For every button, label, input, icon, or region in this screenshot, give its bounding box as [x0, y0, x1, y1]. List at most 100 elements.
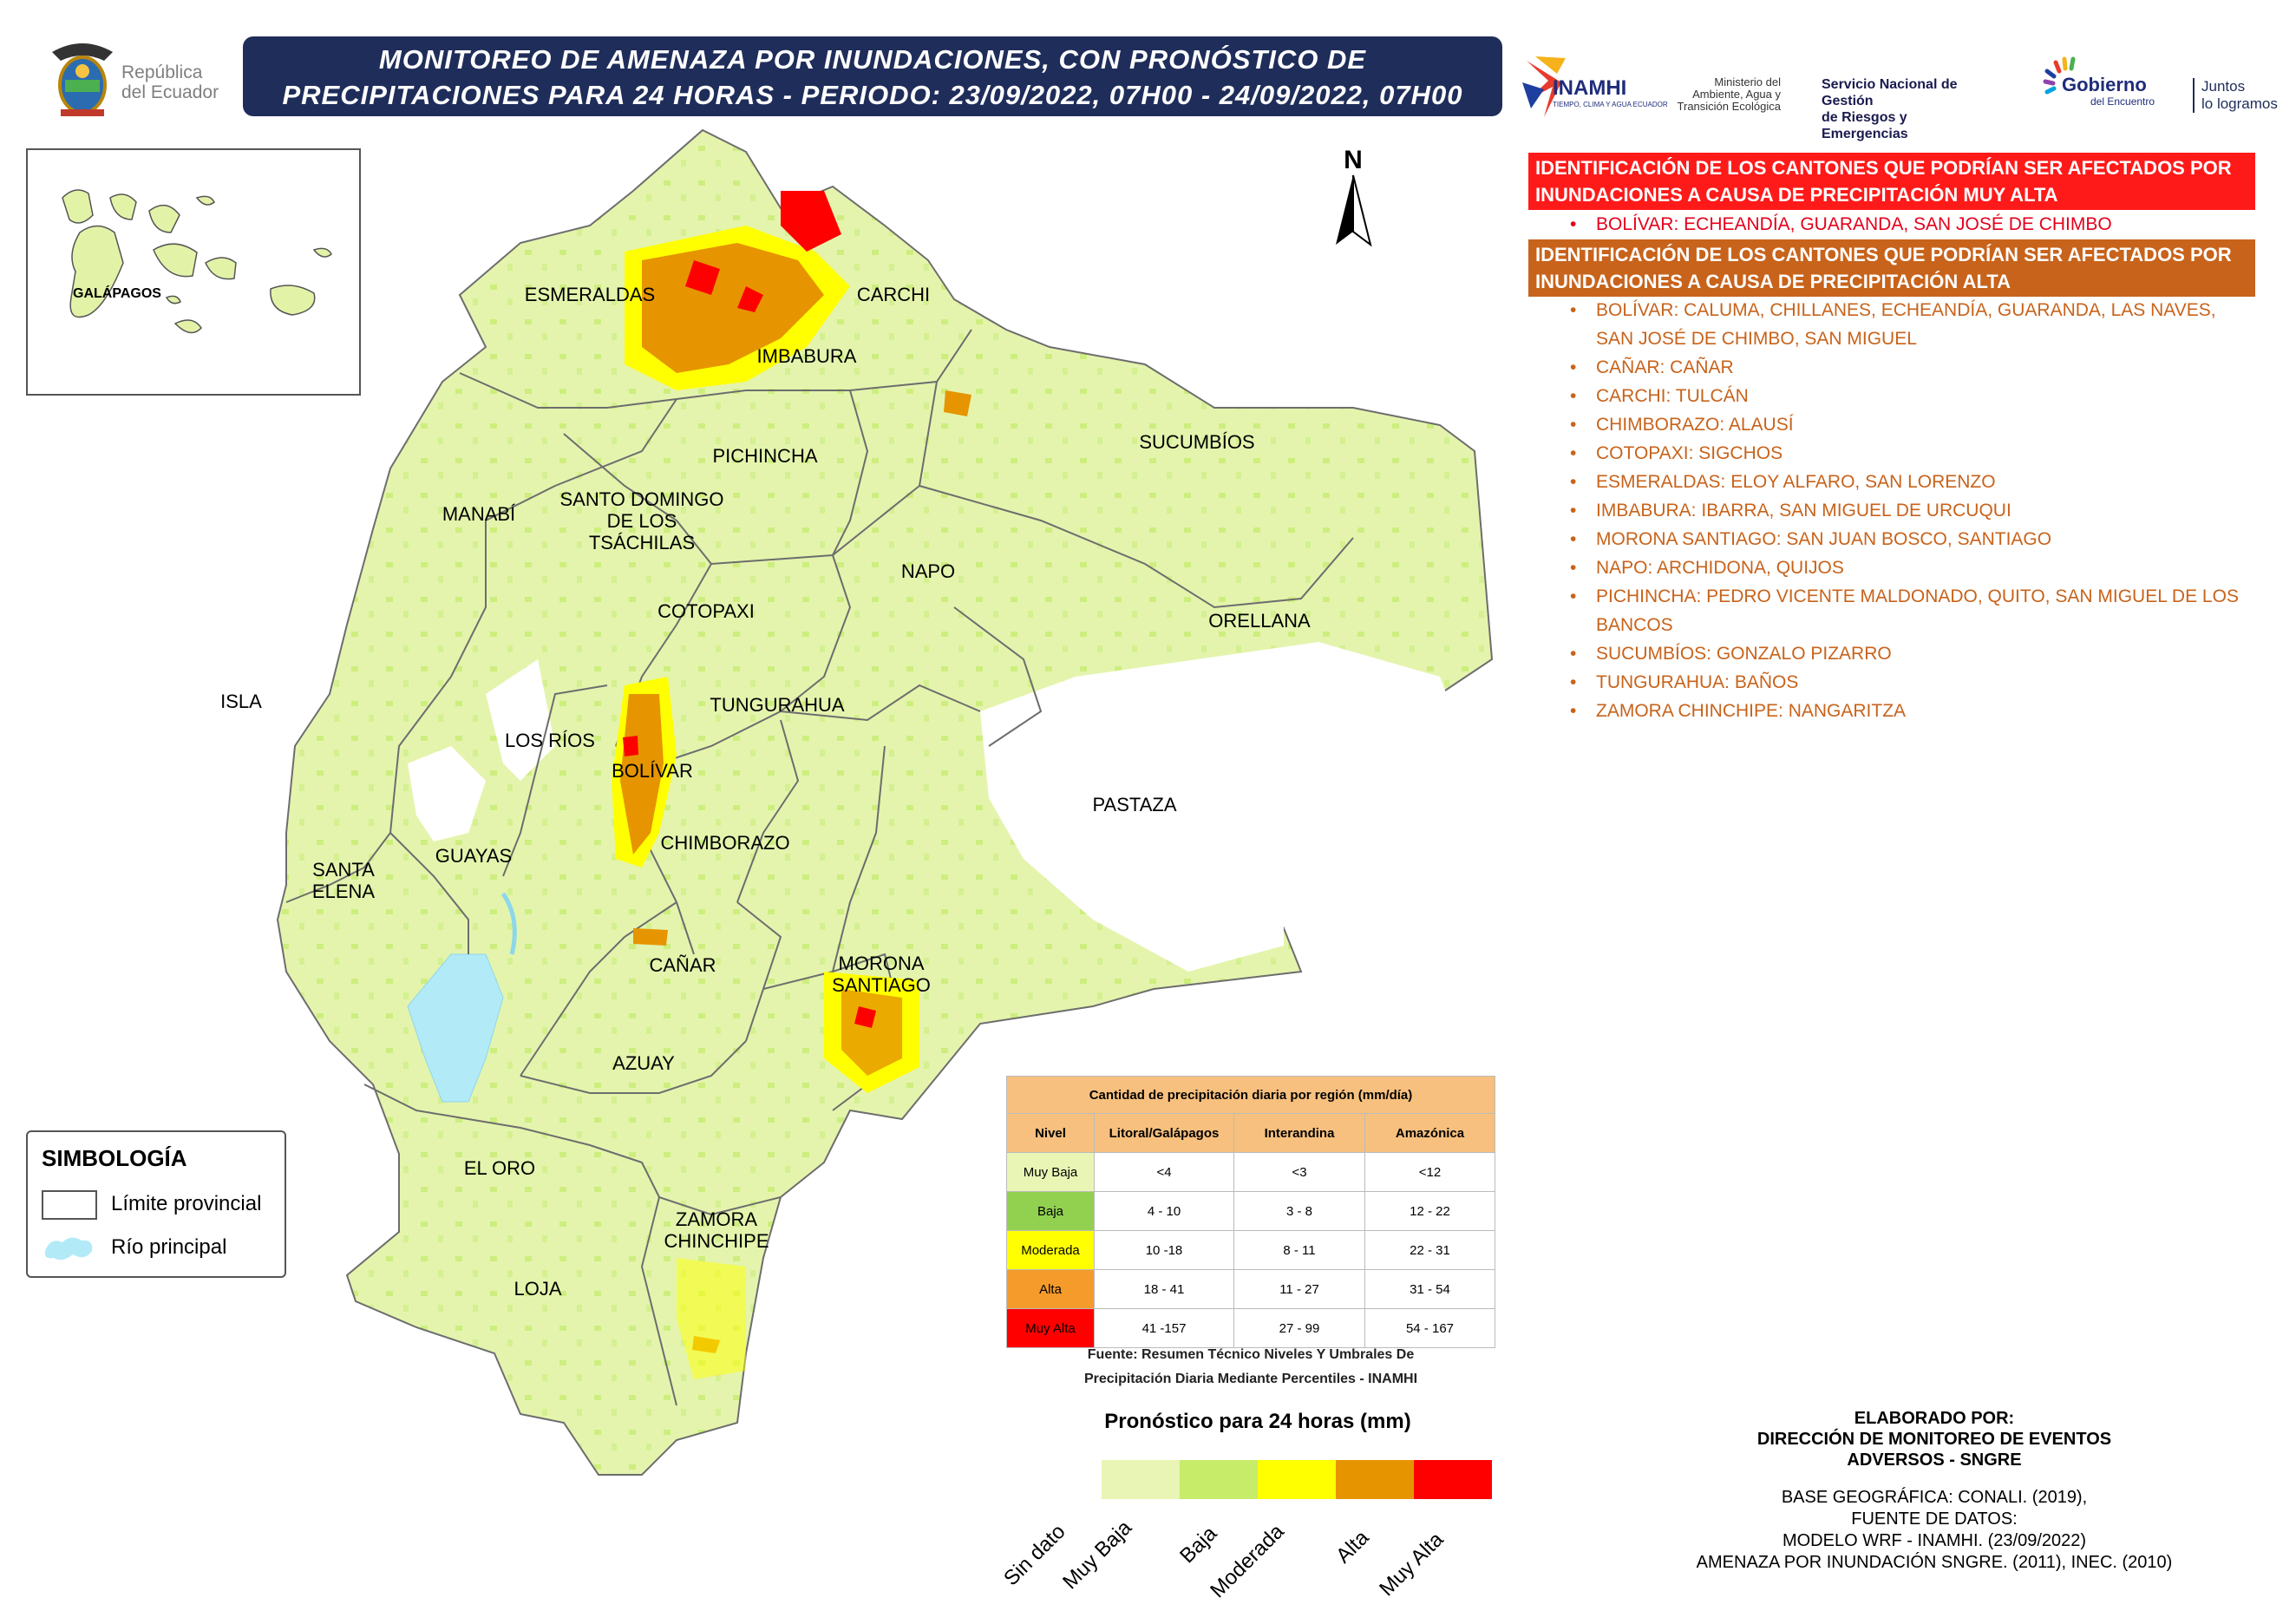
table-cell: 12 - 22 [1364, 1191, 1495, 1231]
morona-alta [841, 989, 902, 1076]
province-label-canar: CAÑAR [649, 954, 716, 976]
colorbar-moderada-swatch [1258, 1460, 1336, 1499]
esmeraldas-muy-alta-2 [737, 286, 763, 312]
credits-fuentes: BASE GEOGRÁFICA: CONALI. (2019), FUENTE … [1696, 1488, 2173, 1572]
table-cell: 3 - 8 [1233, 1191, 1365, 1231]
inamhi-sub: TIEMPO, CLIMA Y AGUA ECUADOR [1553, 101, 1668, 108]
table-cell: 4 - 10 [1094, 1191, 1234, 1231]
republica-logo-text: República del Ecuador [121, 62, 219, 102]
table-cell: 54 - 167 [1364, 1308, 1495, 1348]
inamhi-logo [1518, 48, 1648, 126]
carchi-muy-alta [781, 191, 841, 252]
level-cell: Moderada [1006, 1230, 1095, 1270]
table-row: Muy Baja <4 <3 <12 [1006, 1152, 1495, 1192]
bolivar-alta [620, 694, 664, 855]
juntos-slogan: Juntos lo logramos [2193, 78, 2278, 113]
morona-muy-alta [854, 1006, 876, 1028]
gulf-river [407, 953, 504, 1103]
province-label-napo: NAPO [900, 560, 956, 582]
province-label-imbabura: IMBABURA [756, 345, 857, 367]
colorbar-alta-swatch [1336, 1460, 1414, 1499]
province-label-isla: ISLA [220, 691, 262, 712]
river-icon [42, 1232, 97, 1263]
gobierno-label: Gobierno [2062, 74, 2147, 95]
colorbar-muy-baja-swatch [1102, 1460, 1180, 1499]
province-label-pastaza: PASTAZA [1092, 794, 1177, 815]
table-cell: 41 -157 [1094, 1308, 1234, 1348]
province-label-pichincha: PICHINCHA [712, 445, 818, 467]
list-item: NAPO: ARCHIDONA, QUIJOS [1570, 553, 2255, 582]
muy-alta-header: IDENTIFICACIÓN DE LOS CANTONES QUE PODRÍ… [1528, 153, 2255, 210]
gobierno-sub: del Encuentro [2090, 95, 2155, 108]
province-label-el-oro: EL ORO [463, 1157, 536, 1179]
list-item: CARCHI: TULCÁN [1570, 382, 2255, 410]
table-title: Cantidad de precipitación diaria por reg… [1006, 1076, 1495, 1114]
esmeraldas-alta [642, 243, 824, 373]
province-label-guayas: GUAYAS [435, 845, 513, 867]
table-cell: <4 [1094, 1152, 1234, 1192]
list-item: CHIMBORAZO: ALAUSÍ [1570, 410, 2255, 439]
bolivar-muy-alta [623, 736, 638, 756]
province-label-tungurahua: TUNGURAHUA [710, 694, 845, 716]
sngre-logo-text: Servicio Nacional de Gestión de Riesgos … [1822, 77, 1958, 141]
list-item: SUCUMBÍOS: GONZALO PIZARRO [1570, 639, 2255, 668]
napo-alta [944, 390, 971, 416]
table-source: Fuente: Resumen Técnico Niveles Y Umbral… [1083, 1347, 1418, 1386]
esmeraldas-muy-alta-1 [685, 260, 720, 295]
province-label-orellana: ORELLANA [1208, 610, 1311, 632]
table-cell: <12 [1364, 1152, 1495, 1192]
list-item: COTOPAXI: SIGCHOS [1570, 439, 2255, 468]
province-label-cotopaxi: COTOPAXI [657, 600, 755, 622]
province-label-esmeraldas: ESMERALDAS [524, 284, 656, 305]
province-label-zamora-chinchipe: ZAMORA CHINCHIPE [664, 1208, 769, 1252]
province-label-sucumbios: SUCUMBÍOS [1139, 431, 1255, 453]
table-row: Muy Alta 41 -157 27 - 99 54 - 167 [1006, 1308, 1495, 1348]
galapagos-inset [26, 148, 361, 396]
muy-alta-list: BOLÍVAR: ECHEANDÍA, GUARANDA, SAN JOSÉ D… [1570, 210, 2255, 239]
province-boundary-label: Límite provincial [111, 1192, 262, 1215]
level-cell: Alta [1006, 1269, 1095, 1309]
precipitation-table: Cantidad de precipitación diaria por reg… [1006, 1076, 1495, 1348]
level-cell: Muy Baja [1006, 1152, 1095, 1192]
table-cell: 11 - 27 [1233, 1269, 1365, 1309]
province-label-santo-domingo: SANTO DOMINGO DE LOS TSÁCHILAS [559, 488, 724, 553]
guayas-nodata-area [408, 746, 486, 841]
level-cell: Muy Alta [1006, 1308, 1095, 1348]
table-cell: 8 - 11 [1233, 1230, 1365, 1270]
river-label: Río principal [111, 1235, 227, 1259]
level-cell: Baja [1006, 1191, 1095, 1231]
table-cell: 18 - 41 [1094, 1269, 1234, 1309]
galapagos-label: GALÁPAGOS [73, 286, 161, 301]
province-boundaries [285, 329, 1354, 1406]
inamhi-label: INAMHI [1553, 76, 1627, 100]
list-item: MORONA SANTIAGO: SAN JUAN BOSCO, SANTIAG… [1570, 525, 2255, 553]
list-item: ZAMORA CHINCHIPE: NANGARITZA [1570, 697, 2255, 725]
coat-of-arms-logo [43, 35, 121, 121]
pastaza-nodata-area [980, 642, 1466, 972]
list-item: ESMERALDAS: ELOY ALFARO, SAN LORENZO [1570, 468, 2255, 496]
symbology-title: SIMBOLOGÍA [42, 1145, 187, 1171]
alta-header: IDENTIFICACIÓN DE LOS CANTONES QUE PODRÍ… [1528, 239, 2255, 297]
canar-alta [633, 928, 668, 946]
list-item: BOLÍVAR: CALUMA, CHILLANES, ECHEANDÍA, G… [1570, 296, 2255, 353]
credits-elaborado: ELABORADO POR: DIRECCIÓN DE MONITOREO DE… [1756, 1409, 2112, 1470]
title-line-1: MONITOREO DE AMENAZA POR INUNDACIONES, C… [378, 44, 1367, 75]
province-label-morona-santiago: MORONA SANTIAGO [832, 953, 931, 996]
north-label: N [1344, 146, 1363, 174]
table-row: Moderada 10 -18 8 - 11 22 - 31 [1006, 1230, 1495, 1270]
colorbar-muy-alta-swatch [1414, 1460, 1492, 1499]
list-item: CAÑAR: CAÑAR [1570, 353, 2255, 382]
table-header: Interandina [1233, 1113, 1365, 1153]
table-header: Nivel [1006, 1113, 1095, 1153]
province-label-santa-elena: SANTA ELENA [311, 859, 376, 902]
river-line [500, 892, 517, 955]
table-header: Amazónica [1364, 1113, 1495, 1153]
colorbar-baja-swatch [1180, 1460, 1258, 1499]
table-cell: 27 - 99 [1233, 1308, 1365, 1348]
table-row: Baja 4 - 10 3 - 8 12 - 22 [1006, 1191, 1495, 1231]
table-row: Alta 18 - 41 11 - 27 31 - 54 [1006, 1269, 1495, 1309]
alta-list: BOLÍVAR: CALUMA, CHILLANES, ECHEANDÍA, G… [1570, 296, 2255, 725]
list-item: PICHINCHA: PEDRO VICENTE MALDONADO, QUIT… [1570, 582, 2255, 639]
list-item: TUNGURAHUA: BAÑOS [1570, 668, 2255, 697]
